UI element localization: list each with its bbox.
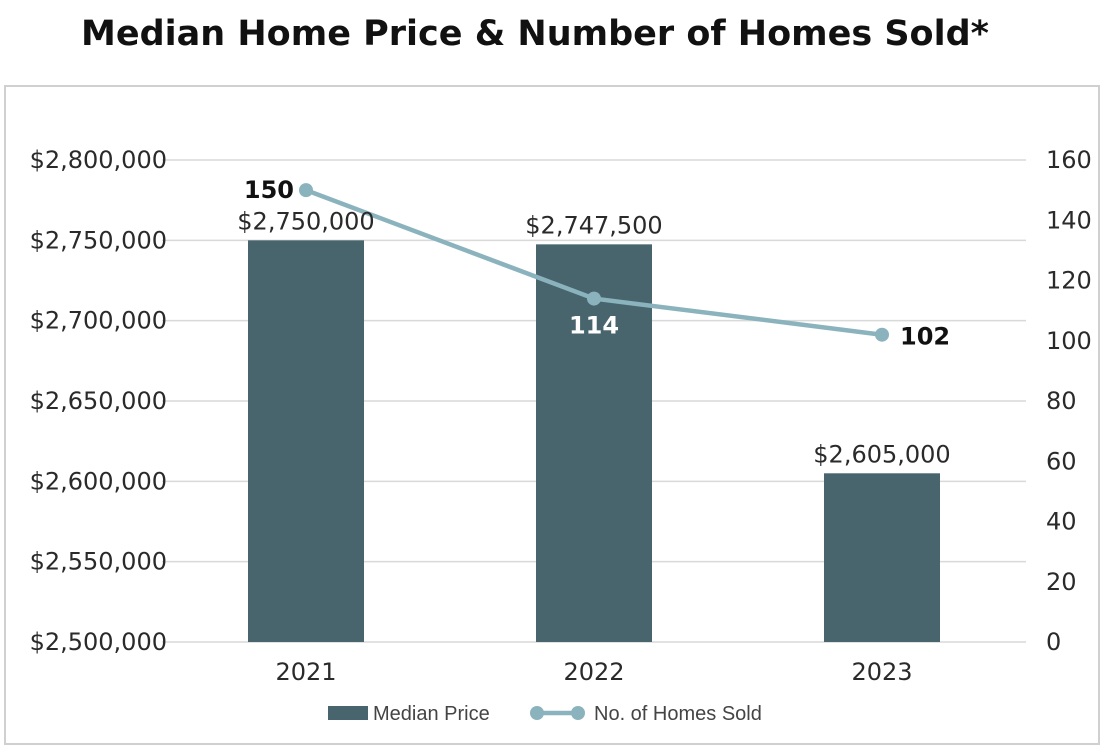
legend-label-homes-sold: No. of Homes Sold: [594, 703, 762, 725]
data-labels: $2,750,000 $2,747,500 $2,605,000 150 114 102: [237, 176, 950, 468]
x-tick-label: 2022: [563, 658, 624, 686]
y-right-tick-label: 40: [1046, 508, 1077, 536]
y-right-tick-label: 0: [1046, 628, 1061, 656]
legend-label-median-price: Median Price: [373, 703, 490, 725]
chart-title: Median Home Price & Number of Homes Sold…: [81, 14, 989, 54]
bar-value-label: $2,747,500: [525, 211, 662, 239]
bar-value-label: $2,750,000: [237, 207, 374, 235]
line-series: [299, 183, 889, 342]
y-left-tick-label: $2,500,000: [30, 628, 167, 656]
y-right-tick-label: 60: [1046, 447, 1077, 475]
bar: [824, 473, 940, 642]
y-left-tick-label: $2,550,000: [30, 548, 167, 576]
legend-marker: [530, 706, 544, 720]
line-value-label: 114: [569, 312, 619, 340]
bar: [248, 240, 364, 643]
y-left-tick-label: $2,750,000: [30, 226, 167, 254]
x-tick-label: 2021: [275, 658, 336, 686]
bar-series: [248, 240, 940, 643]
y-right-tick-label: 120: [1046, 267, 1092, 295]
line-point: [587, 291, 601, 306]
line-value-label: 150: [244, 176, 294, 204]
y-right-tick-label: 80: [1046, 387, 1077, 415]
legend-swatch-median-price: [328, 706, 368, 720]
y-right-tick-label: 20: [1046, 568, 1077, 596]
y-right-tick-label: 140: [1046, 206, 1092, 234]
x-tick-label: 2023: [851, 658, 912, 686]
bar: [536, 244, 652, 642]
legend-marker: [571, 706, 585, 720]
y-left-tick-label: $2,700,000: [30, 307, 167, 335]
line-value-label: 102: [900, 323, 950, 351]
y-left-tick-label: $2,600,000: [30, 467, 167, 495]
legend: Median Price No. of Homes Sold: [328, 703, 762, 725]
y-left-tick-label: $2,800,000: [30, 146, 167, 174]
plot-frame: [4, 85, 1100, 745]
line-point: [875, 327, 889, 342]
line-point: [299, 183, 313, 198]
y-left-tick-label: $2,650,000: [30, 387, 167, 415]
axis-ticks: $2,500,000 $2,550,000 $2,600,000 $2,650,000…: [30, 146, 1092, 686]
y-right-tick-label: 100: [1046, 327, 1092, 355]
bar-value-label: $2,605,000: [813, 440, 950, 468]
y-right-tick-label: 160: [1046, 146, 1092, 174]
